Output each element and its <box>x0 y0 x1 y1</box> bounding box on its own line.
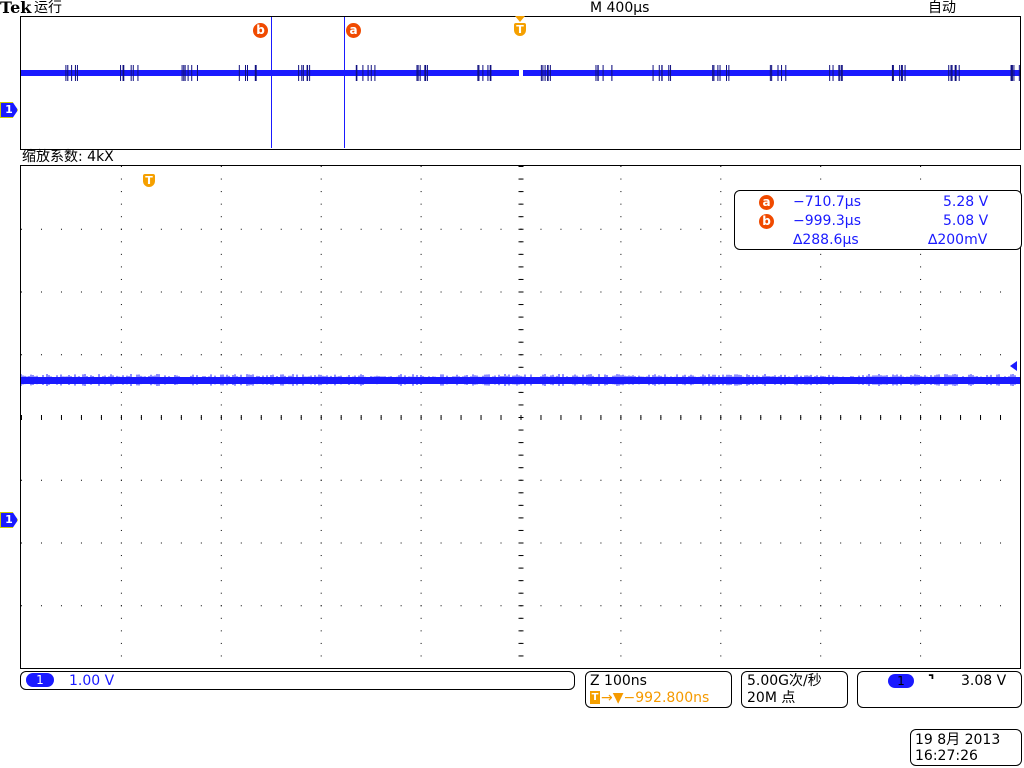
acquisition-box[interactable]: 5.00G次/秒 20M 点 <box>741 671 848 708</box>
date: 19 8月 2013 <box>915 732 1000 748</box>
overview-trace-left <box>21 70 519 76</box>
run-status: 运行 <box>34 0 62 16</box>
cursor-b-voltage: 5.08 V <box>943 213 988 229</box>
cursor-delta-voltage: ∆200mV <box>928 232 987 248</box>
cursor-readout: a −710.7µs 5.28 V b −999.3µs 5.08 V ∆288… <box>734 190 1022 250</box>
cursor-delta-time: ∆288.6µs <box>793 232 859 248</box>
trigger-level: 3.08 V <box>961 673 1006 689</box>
overview-waveform[interactable] <box>20 16 1021 150</box>
cursor-b-badge: b <box>759 214 774 229</box>
main-trigger-marker[interactable]: T <box>143 174 155 187</box>
zoom-position: →▼−992.800ns <box>601 690 709 706</box>
trigger-level-arrow-icon <box>1010 361 1017 371</box>
cursor-a-marker[interactable]: a <box>346 23 361 38</box>
trigger-mode: 自动 <box>928 0 956 16</box>
zoom-factor: 缩放系数: 4kX <box>22 149 114 165</box>
channel1-scale-box[interactable]: 1 1.00 V <box>20 671 575 690</box>
timebase-readout: M 400µs <box>590 0 649 16</box>
cursor-a-line[interactable] <box>344 17 345 148</box>
overview-trigger-marker[interactable]: T <box>514 23 526 36</box>
tek-logo: Tek <box>0 0 31 16</box>
cursor-b-time: −999.3µs <box>793 213 861 229</box>
trigger-source-badge: 1 <box>888 674 914 688</box>
time: 16:27:26 <box>915 748 978 764</box>
cursor-a-badge: a <box>759 195 774 210</box>
overview-channel1-marker[interactable]: 1 <box>0 102 18 118</box>
trigger-icon: T <box>590 691 600 704</box>
datetime-box: 19 8月 2013 16:27:26 <box>910 729 1022 766</box>
cursor-a-time: −710.7µs <box>793 194 861 210</box>
trigger-box[interactable]: 1 ⌝ 3.08 V <box>857 671 1022 708</box>
cursor-a-voltage: 5.28 V <box>943 194 988 210</box>
channel1-badge: 1 <box>26 673 54 687</box>
main-channel1-marker[interactable]: 1 <box>0 512 18 528</box>
overview-trace <box>21 17 1020 149</box>
record-length: 20M 点 <box>747 690 795 706</box>
sample-rate: 5.00G次/秒 <box>747 673 822 689</box>
zoom-timebase-box[interactable]: Z 100ns T →▼−992.800ns <box>585 671 732 708</box>
cursor-b-marker[interactable]: b <box>253 23 268 38</box>
falling-edge-icon: ⌝ <box>928 673 935 689</box>
cursor-b-line[interactable] <box>271 17 272 148</box>
trigger-position-arrow-icon <box>515 16 525 22</box>
zoom-scale: Z 100ns <box>590 673 647 689</box>
channel1-scale: 1.00 V <box>69 673 114 689</box>
